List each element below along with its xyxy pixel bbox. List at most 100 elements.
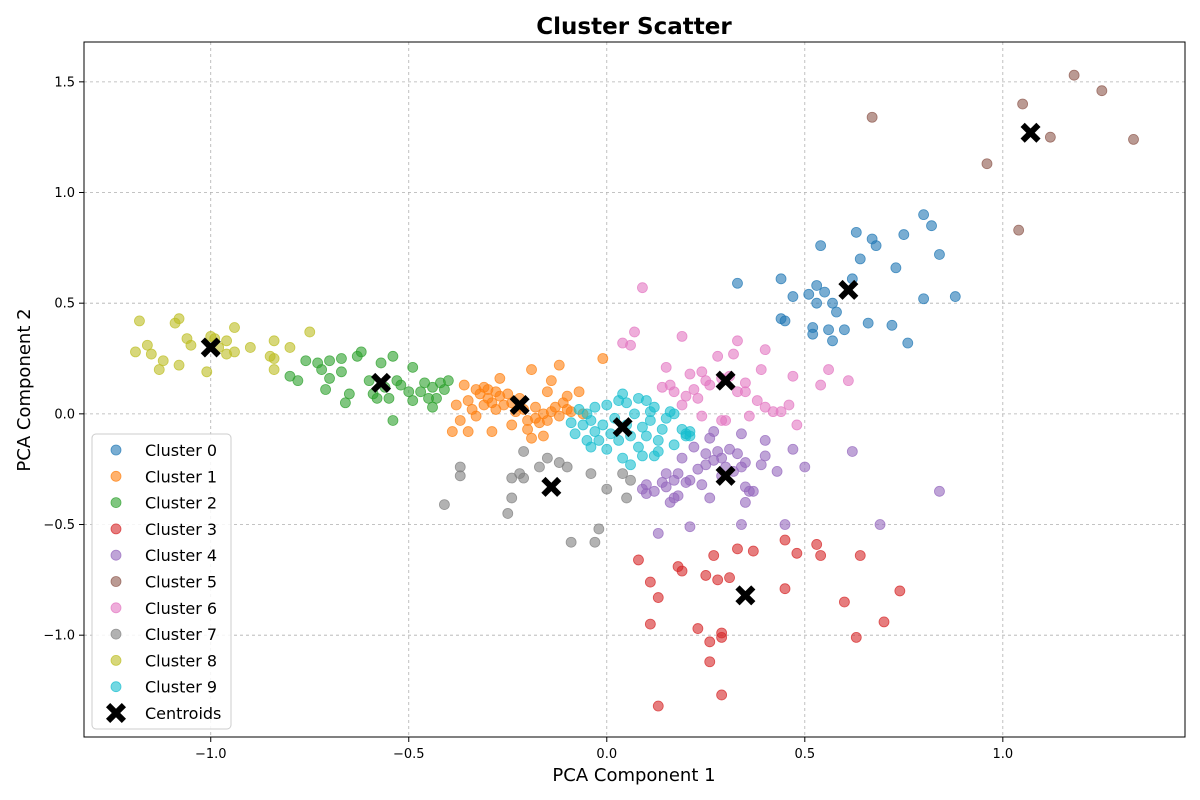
cluster-7-point <box>541 452 553 464</box>
cluster-7-point <box>585 468 597 480</box>
cluster-5-point <box>1044 131 1056 143</box>
cluster-7-point <box>454 470 466 482</box>
cluster-9-point <box>617 452 629 464</box>
cluster-0-point <box>918 293 930 305</box>
cluster-9-point <box>629 408 640 420</box>
cluster-1-point <box>526 364 537 375</box>
centroid-marker <box>838 279 859 300</box>
cluster-2-point <box>403 386 415 398</box>
cluster-2-point <box>415 386 427 398</box>
x-axis-title: PCA Component 1 <box>552 765 715 786</box>
cluster-6-point <box>676 399 688 411</box>
legend-label: Cluster 5 <box>145 573 217 592</box>
cluster-8-point <box>134 315 145 327</box>
cluster-0-point <box>850 226 862 238</box>
legend-label: Cluster 0 <box>145 441 217 460</box>
cluster-5-points <box>866 69 1139 236</box>
centroid-marker <box>509 394 530 415</box>
cluster-1-point <box>506 419 518 431</box>
cluster-2-point <box>438 384 450 395</box>
cluster-4-point <box>787 443 799 455</box>
cluster-4-point <box>652 527 664 539</box>
centroid-marker <box>371 372 392 393</box>
cluster-6-point <box>696 366 708 378</box>
cluster-4-point <box>755 459 767 471</box>
cluster-4-point <box>934 485 945 497</box>
cluster-7-point <box>589 536 601 548</box>
cluster-0-point <box>831 306 842 318</box>
cluster-4-point <box>874 519 886 530</box>
cluster-7-points <box>438 446 636 548</box>
cluster-0-point <box>803 288 815 300</box>
cluster-5-point <box>1013 224 1025 236</box>
cluster-2-point <box>371 392 383 404</box>
cluster-5-point <box>981 158 993 170</box>
cluster-0-points <box>732 209 961 349</box>
cluster-3-point <box>652 592 664 603</box>
cluster-9-point <box>569 428 581 440</box>
cluster-9-point <box>652 435 664 446</box>
cluster-1-point <box>486 426 498 437</box>
cluster-6-point <box>712 350 724 362</box>
cluster-4-point <box>736 428 747 440</box>
cluster-2-point <box>363 375 375 387</box>
cluster-3-point <box>815 550 827 561</box>
cluster-4-point <box>759 435 771 446</box>
cluster-9-point <box>668 439 680 451</box>
cluster-2-point <box>343 388 355 400</box>
cluster-0-point <box>823 324 834 336</box>
x-tick-label: 0.0 <box>596 747 617 762</box>
cluster-4-point <box>700 448 712 460</box>
cluster-1-point <box>597 353 609 364</box>
cluster-8-point <box>221 335 232 347</box>
legend-marker <box>110 576 122 587</box>
cluster-3-point <box>676 565 688 577</box>
legend-centroid-marker <box>106 703 126 723</box>
cluster-2-point <box>324 355 335 367</box>
legend-label: Cluster 4 <box>145 546 217 565</box>
axis-ticks: −1.0 −0.5 0.0 0.5 1.0 −1.0 −0.5 0.0 0.5 1.0 1.5 <box>43 75 1013 762</box>
cluster-6-point <box>791 419 803 431</box>
cluster-4-point <box>660 481 672 493</box>
cluster-6-point <box>743 410 755 422</box>
cluster-8-point <box>141 339 153 351</box>
legend: Cluster 0 Cluster 1 Cluster 2 Cluster 3 Clus… <box>91 433 232 730</box>
cluster-9-point <box>637 450 648 462</box>
cluster-9-point <box>601 443 613 455</box>
cluster-0-point <box>862 317 874 329</box>
cluster-8-point <box>173 359 185 371</box>
cluster-3-point <box>644 618 656 630</box>
x-tick-label: −0.5 <box>393 747 425 762</box>
cluster-5-point <box>1096 85 1108 97</box>
cluster-7-point <box>621 492 632 504</box>
cluster-0-point <box>787 291 799 302</box>
cluster-7-point <box>534 461 545 473</box>
legend-label: Cluster 1 <box>145 467 217 486</box>
cluster-8-point <box>268 335 280 347</box>
y-axis-title: PCA Component 2 <box>14 308 35 471</box>
cluster-7-point <box>593 523 605 535</box>
cluster-6-point <box>755 364 767 375</box>
grid <box>84 42 1185 737</box>
cluster-5-point <box>1128 133 1139 145</box>
x-tick-label: −1.0 <box>195 747 227 762</box>
cluster-9-point <box>656 423 668 435</box>
cluster-0-point <box>898 229 910 240</box>
cluster-6-point <box>668 386 680 398</box>
cluster-4-point <box>747 485 759 497</box>
cluster-3-point <box>712 574 724 586</box>
cluster-4-point <box>716 452 728 464</box>
cluster-3-point <box>692 623 704 634</box>
cluster-9-point <box>640 430 652 442</box>
cluster-6-point <box>739 386 751 398</box>
legend-label: Cluster 3 <box>145 520 217 539</box>
cluster-1-point <box>450 399 462 411</box>
cluster-6-point <box>680 390 692 402</box>
cluster-0-point <box>870 240 882 252</box>
y-tick-label: 1.0 <box>54 186 75 201</box>
legend-box <box>91 433 232 730</box>
cluster-1-point <box>462 426 474 437</box>
cluster-9-points <box>565 388 696 471</box>
cluster-6-point <box>775 406 787 418</box>
cluster-1-point <box>462 395 474 406</box>
